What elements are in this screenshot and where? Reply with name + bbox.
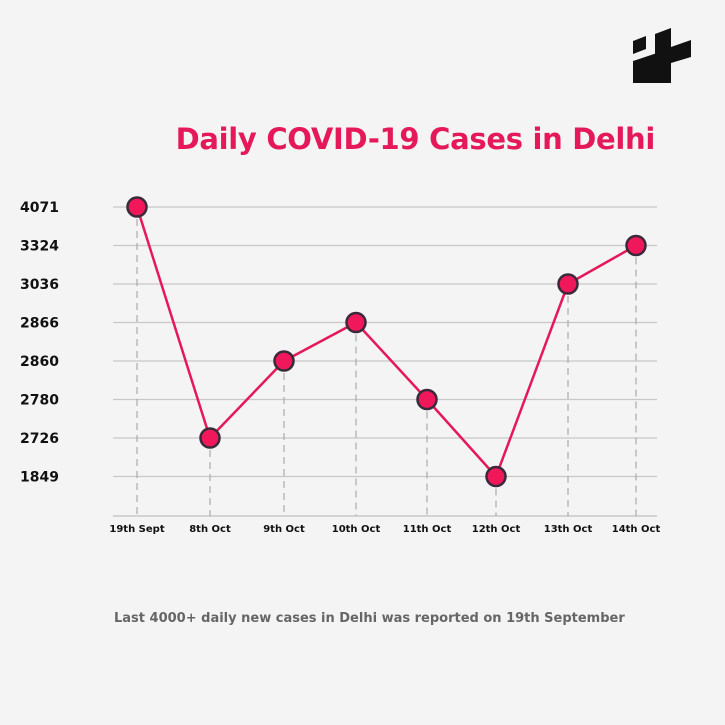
x-tick-label: 8th Oct (189, 524, 231, 535)
data-point (126, 196, 148, 218)
india-today-logo (633, 28, 691, 83)
y-tick-label: 2866 (20, 316, 59, 332)
data-point (625, 234, 647, 257)
data-point (199, 427, 221, 449)
y-tick-label: 3036 (20, 277, 59, 293)
x-tick-label: 12th Oct (472, 524, 521, 535)
data-point (416, 388, 438, 411)
x-tick-label: 9th Oct (263, 524, 305, 535)
x-tick-label: 19th Sept (109, 524, 164, 535)
line-chart: 4071 3324 3036 2866 2860 2780 2726 1849 19th Se… (20, 196, 661, 535)
y-tick-label: 2860 (20, 354, 59, 370)
data-point (485, 465, 507, 488)
x-tick-label: 10th Oct (332, 524, 381, 535)
series-line (135, 206, 637, 478)
data-point (345, 311, 367, 334)
y-tick-label: 3324 (20, 239, 59, 255)
y-tick-label: 2726 (20, 431, 59, 447)
y-tick-label: 1849 (20, 470, 59, 486)
x-tick-label: 11th Oct (403, 524, 452, 535)
chart-title: Daily COVID-19 Cases in Delhi (175, 122, 656, 156)
y-tick-label: 2780 (20, 393, 59, 409)
data-point (557, 273, 579, 295)
x-tick-label: 14th Oct (612, 524, 661, 535)
footnote: Last 4000+ daily new cases in Delhi was … (114, 611, 625, 626)
data-point (273, 350, 295, 372)
y-tick-label: 4071 (20, 200, 59, 216)
x-tick-label: 13th Oct (544, 524, 593, 535)
